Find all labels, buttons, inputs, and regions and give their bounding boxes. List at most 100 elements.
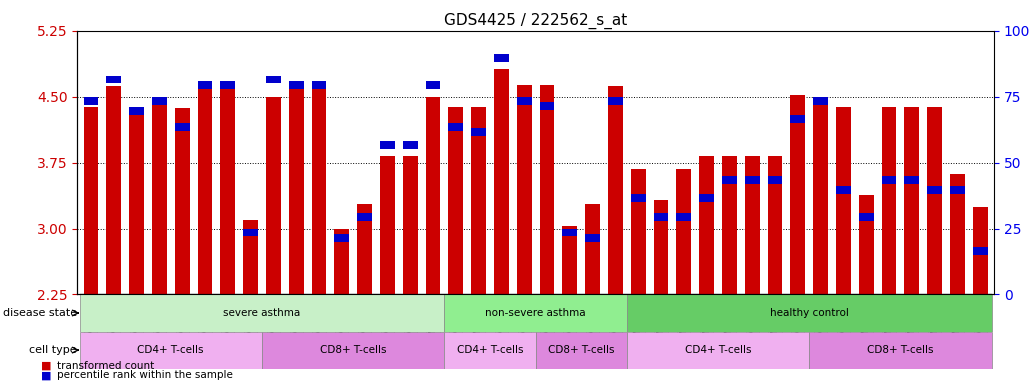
Text: non-severe asthma: non-severe asthma bbox=[485, 308, 586, 318]
FancyBboxPatch shape bbox=[627, 295, 992, 331]
Bar bbox=[882, 176, 896, 184]
Bar bbox=[540, 85, 554, 295]
Bar bbox=[311, 81, 327, 89]
Bar bbox=[83, 97, 98, 104]
Bar bbox=[745, 176, 760, 184]
Bar bbox=[288, 83, 304, 295]
Bar bbox=[403, 141, 417, 149]
Bar bbox=[562, 226, 577, 295]
Bar bbox=[403, 156, 417, 295]
Bar bbox=[950, 186, 965, 194]
Bar bbox=[471, 107, 486, 295]
Bar bbox=[836, 186, 851, 194]
Bar bbox=[904, 176, 919, 184]
Bar bbox=[129, 108, 144, 295]
Bar bbox=[494, 68, 509, 295]
Bar bbox=[517, 97, 531, 104]
Bar bbox=[699, 156, 714, 295]
Bar bbox=[357, 204, 372, 295]
Text: CD8+ T-cells: CD8+ T-cells bbox=[548, 345, 615, 355]
Text: CD4+ T-cells: CD4+ T-cells bbox=[137, 345, 204, 355]
Bar bbox=[357, 213, 372, 221]
Bar bbox=[677, 213, 691, 221]
Bar bbox=[175, 108, 190, 295]
Bar bbox=[654, 200, 668, 295]
Bar bbox=[266, 97, 281, 295]
Bar bbox=[448, 107, 464, 295]
Bar bbox=[767, 156, 783, 295]
Bar bbox=[630, 194, 646, 202]
Text: ■: ■ bbox=[41, 370, 52, 380]
Bar bbox=[699, 194, 714, 202]
Bar bbox=[220, 81, 235, 89]
Text: CD4+ T-cells: CD4+ T-cells bbox=[685, 345, 751, 355]
Bar bbox=[448, 123, 464, 131]
Bar bbox=[152, 100, 167, 295]
FancyBboxPatch shape bbox=[536, 331, 627, 369]
Bar bbox=[722, 156, 736, 295]
Bar bbox=[630, 169, 646, 295]
Bar bbox=[790, 115, 805, 123]
Bar bbox=[654, 213, 668, 221]
Bar bbox=[608, 97, 623, 104]
Text: percentile rank within the sample: percentile rank within the sample bbox=[57, 370, 233, 380]
Bar bbox=[722, 176, 736, 184]
Bar bbox=[745, 156, 760, 295]
Bar bbox=[198, 81, 212, 89]
Text: CD4+ T-cells: CD4+ T-cells bbox=[456, 345, 523, 355]
Bar bbox=[311, 85, 327, 295]
Bar bbox=[904, 107, 919, 295]
Bar bbox=[335, 234, 349, 242]
Bar bbox=[380, 141, 394, 149]
FancyBboxPatch shape bbox=[262, 331, 444, 369]
FancyBboxPatch shape bbox=[444, 331, 536, 369]
Text: CD8+ T-cells: CD8+ T-cells bbox=[867, 345, 934, 355]
Bar bbox=[973, 207, 988, 295]
Bar bbox=[198, 86, 212, 295]
Bar bbox=[585, 204, 600, 295]
Bar bbox=[814, 97, 828, 104]
Bar bbox=[83, 107, 98, 295]
Bar bbox=[425, 97, 441, 295]
Bar bbox=[243, 220, 258, 295]
Bar bbox=[677, 169, 691, 295]
Bar bbox=[859, 213, 873, 221]
Bar bbox=[790, 95, 805, 295]
FancyBboxPatch shape bbox=[79, 295, 444, 331]
Bar bbox=[335, 229, 349, 295]
Text: healthy control: healthy control bbox=[769, 308, 849, 318]
Bar bbox=[608, 86, 623, 295]
Bar bbox=[859, 195, 873, 295]
Bar bbox=[517, 85, 531, 295]
Bar bbox=[562, 228, 577, 237]
FancyBboxPatch shape bbox=[627, 331, 810, 369]
Bar bbox=[243, 228, 258, 237]
Bar bbox=[973, 247, 988, 255]
Text: severe asthma: severe asthma bbox=[224, 308, 301, 318]
Bar bbox=[106, 86, 122, 295]
Bar bbox=[106, 76, 122, 83]
Bar bbox=[152, 97, 167, 104]
FancyBboxPatch shape bbox=[444, 295, 627, 331]
FancyBboxPatch shape bbox=[79, 331, 262, 369]
Text: disease state: disease state bbox=[3, 308, 77, 318]
Text: CD8+ T-cells: CD8+ T-cells bbox=[320, 345, 386, 355]
Bar bbox=[266, 76, 281, 83]
Bar bbox=[882, 107, 896, 295]
Text: transformed count: transformed count bbox=[57, 361, 153, 371]
FancyBboxPatch shape bbox=[810, 331, 992, 369]
Bar bbox=[836, 107, 851, 295]
Bar bbox=[767, 176, 783, 184]
Text: cell type: cell type bbox=[29, 345, 77, 355]
Title: GDS4425 / 222562_s_at: GDS4425 / 222562_s_at bbox=[444, 13, 627, 29]
Bar bbox=[288, 81, 304, 89]
Bar bbox=[175, 123, 190, 131]
Bar bbox=[129, 107, 144, 115]
Bar bbox=[585, 234, 600, 242]
Bar bbox=[927, 186, 942, 194]
Bar bbox=[494, 55, 509, 62]
Bar bbox=[220, 86, 235, 295]
Bar bbox=[380, 156, 394, 295]
Bar bbox=[425, 81, 441, 89]
Text: ■: ■ bbox=[41, 361, 52, 371]
